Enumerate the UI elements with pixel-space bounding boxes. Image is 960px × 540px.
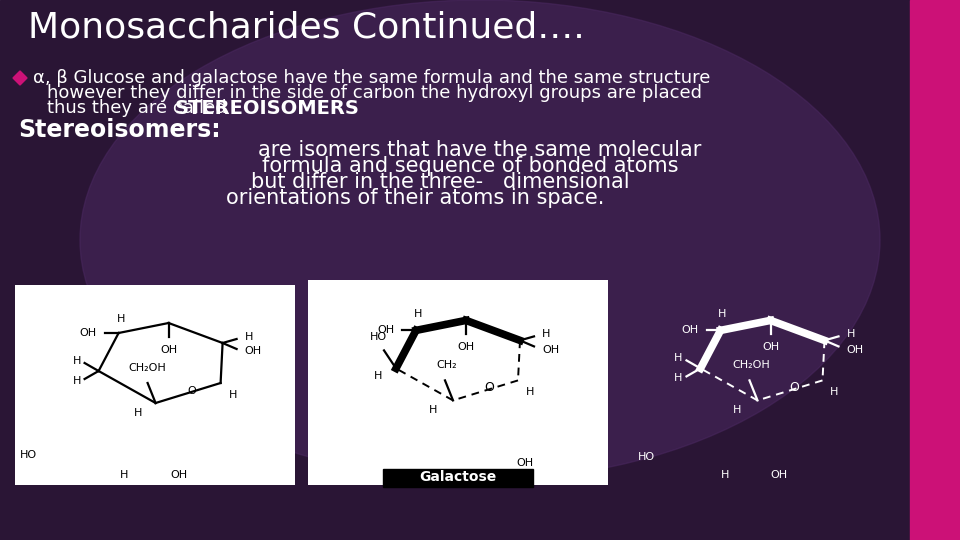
Text: O: O [485, 381, 494, 394]
Bar [308, 280, 608, 485]
Polygon shape [13, 71, 27, 85]
Bar [383, 469, 533, 487]
Text: CH₂: CH₂ [437, 360, 457, 370]
Text: H: H [674, 373, 683, 383]
Text: H: H [718, 309, 727, 319]
Text: but differ in the three-   dimensional: but differ in the three- dimensional [251, 172, 630, 192]
Text: HO: HO [370, 333, 387, 342]
Text: OH: OH [770, 470, 787, 480]
Text: OH: OH [160, 345, 178, 355]
Text: O: O [188, 386, 197, 396]
Text: OH: OH [245, 346, 262, 356]
Text: O: O [789, 381, 799, 394]
Text: HO: HO [638, 452, 655, 462]
Text: OH: OH [457, 342, 474, 353]
Text: H: H [133, 408, 142, 418]
Text: H: H [847, 329, 854, 340]
Text: H: H [733, 406, 742, 415]
Text: OH: OH [170, 470, 187, 480]
Text: Stereoisomers:: Stereoisomers: [18, 118, 221, 142]
Text: H: H [373, 372, 382, 381]
Text: are isomers that have the same molecular: are isomers that have the same molecular [258, 140, 702, 160]
Text: H: H [72, 356, 81, 366]
Text: H: H [830, 387, 839, 397]
Text: α, β Glucose and galactose have the same formula and the same structure: α, β Glucose and galactose have the same… [33, 69, 710, 87]
Text: OH: OH [377, 326, 394, 335]
Text: Galactose: Galactose [420, 470, 496, 484]
Text: orientations of their atoms in space.: orientations of their atoms in space. [226, 188, 604, 208]
Text: however they differ in the side of carbon the hydroxyl groups are placed: however they differ in the side of carbo… [47, 84, 702, 102]
Text: H: H [119, 470, 128, 480]
Text: H: H [228, 390, 237, 400]
Text: H: H [526, 387, 534, 397]
Bar [910, 0, 960, 540]
Text: H: H [429, 406, 437, 415]
Bar [15, 285, 295, 485]
Text: H: H [674, 353, 683, 363]
Text: OH: OH [466, 470, 483, 480]
Text: HO: HO [20, 450, 37, 460]
Text: H: H [414, 309, 422, 319]
Text: H: H [721, 470, 730, 480]
Text: CH₂OH: CH₂OH [129, 363, 166, 373]
Text: H: H [116, 314, 125, 324]
Text: STEREOISOMERS: STEREOISOMERS [175, 98, 360, 118]
Text: OH: OH [762, 342, 780, 353]
Text: H: H [542, 329, 550, 340]
Text: CH₂OH: CH₂OH [732, 360, 770, 370]
Text: OH: OH [516, 458, 534, 468]
Text: OH: OH [80, 328, 97, 338]
Text: OH: OH [847, 346, 864, 355]
Text: thus they are called: thus they are called [47, 99, 232, 117]
Text: H: H [245, 332, 253, 342]
Ellipse shape [80, 0, 880, 480]
Text: OH: OH [542, 346, 559, 355]
Text: formula and sequence of bonded atoms: formula and sequence of bonded atoms [262, 156, 679, 176]
Text: H: H [72, 376, 81, 386]
Text: OH: OH [682, 326, 699, 335]
Text: Monosaccharides Continued….: Monosaccharides Continued…. [28, 11, 585, 45]
Text: H: H [417, 470, 425, 480]
